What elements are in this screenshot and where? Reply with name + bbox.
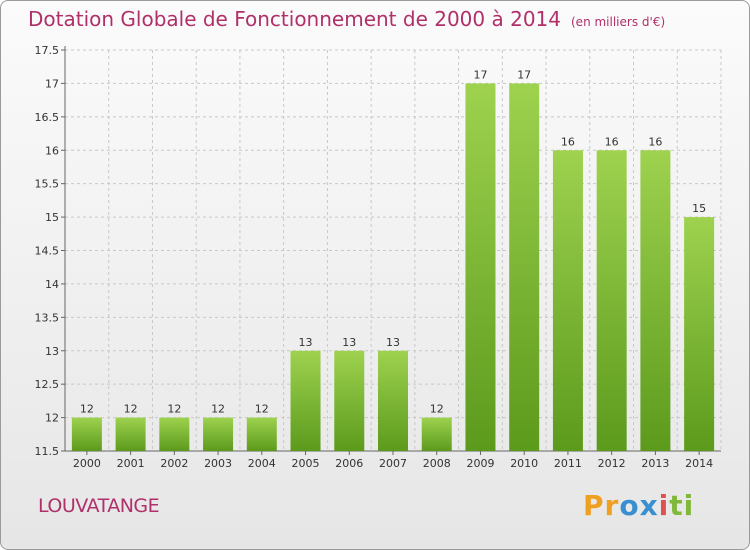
x-tick-label: 2010 bbox=[510, 457, 538, 470]
commune-name: LOUVATANGE bbox=[38, 495, 160, 517]
y-tick-label: 11.5 bbox=[35, 445, 60, 458]
y-tick-label: 15.5 bbox=[35, 178, 60, 191]
brand-letter: o bbox=[619, 489, 640, 522]
brand-letter: i bbox=[658, 489, 670, 522]
bar bbox=[552, 150, 583, 451]
brand-letter: t bbox=[669, 489, 684, 522]
labels: 11.5 12 12.5 13 13.5 14 14.5 15 15.5 16 16.5 17 17.5… bbox=[35, 44, 714, 470]
x-tick-label: 2013 bbox=[641, 457, 669, 470]
brand-letter: i bbox=[683, 489, 695, 522]
x-tick-label: 2012 bbox=[598, 457, 626, 470]
y-tick-label: 14 bbox=[45, 278, 59, 291]
bars bbox=[71, 83, 715, 452]
x-tick-label: 2006 bbox=[335, 457, 363, 470]
x-tick-label: 2011 bbox=[554, 457, 582, 470]
bar bbox=[203, 417, 234, 451]
data-label: 12 bbox=[430, 403, 444, 416]
data-label: 17 bbox=[517, 68, 531, 81]
x-tick-label: 2005 bbox=[292, 457, 320, 470]
data-label: 17 bbox=[473, 68, 487, 81]
data-label: 12 bbox=[80, 403, 94, 416]
y-tick-label: 16 bbox=[45, 144, 59, 157]
y-tick-label: 17.5 bbox=[35, 44, 60, 57]
bar bbox=[115, 417, 146, 451]
brand-logo: Proxiti bbox=[583, 489, 694, 522]
bar bbox=[465, 83, 496, 452]
bar bbox=[290, 350, 321, 451]
data-label: 16 bbox=[605, 135, 619, 148]
data-label: 15 bbox=[692, 202, 706, 215]
bar bbox=[421, 417, 452, 451]
x-tick-label: 2008 bbox=[423, 457, 451, 470]
bar bbox=[684, 217, 715, 451]
y-tick-label: 17 bbox=[45, 77, 59, 90]
bar bbox=[596, 150, 627, 451]
x-tick-label: 2000 bbox=[73, 457, 101, 470]
x-tick-label: 2014 bbox=[685, 457, 713, 470]
y-tick-label: 16.5 bbox=[35, 111, 60, 124]
y-tick-label: 12 bbox=[45, 412, 59, 425]
bar bbox=[378, 350, 408, 451]
data-label: 12 bbox=[124, 403, 138, 416]
brand-letter: P bbox=[583, 489, 605, 522]
title-row: Dotation Globale de Fonctionnement de 20… bbox=[28, 7, 665, 31]
y-tick-label: 13 bbox=[45, 345, 59, 358]
y-tick-label: 12.5 bbox=[35, 378, 60, 391]
data-label: 16 bbox=[648, 135, 662, 148]
brand-letter: r bbox=[604, 489, 620, 522]
data-label: 12 bbox=[255, 403, 269, 416]
data-label: 16 bbox=[561, 135, 575, 148]
bar bbox=[334, 350, 365, 451]
data-label: 12 bbox=[167, 403, 181, 416]
x-tick-label: 2004 bbox=[248, 457, 276, 470]
data-label: 13 bbox=[299, 336, 313, 349]
x-tick-label: 2007 bbox=[379, 457, 407, 470]
bar bbox=[509, 83, 540, 452]
x-tick-label: 2001 bbox=[117, 457, 145, 470]
y-tick-label: 13.5 bbox=[35, 311, 60, 324]
brand-letter: x bbox=[639, 489, 659, 522]
x-tick-label: 2003 bbox=[204, 457, 232, 470]
bar bbox=[640, 150, 671, 451]
data-label: 13 bbox=[386, 336, 400, 349]
x-tick-label: 2009 bbox=[466, 457, 494, 470]
data-label: 13 bbox=[342, 336, 356, 349]
bar bbox=[71, 417, 102, 451]
x-tick-label: 2002 bbox=[160, 457, 188, 470]
chart-unit: (en milliers d'€) bbox=[571, 15, 666, 29]
bar bbox=[246, 417, 277, 451]
y-tick-label: 15 bbox=[45, 211, 59, 224]
bar bbox=[159, 417, 190, 451]
chart-title: Dotation Globale de Fonctionnement de 20… bbox=[28, 7, 561, 31]
y-tick-label: 14.5 bbox=[35, 245, 60, 258]
data-label: 12 bbox=[211, 403, 225, 416]
